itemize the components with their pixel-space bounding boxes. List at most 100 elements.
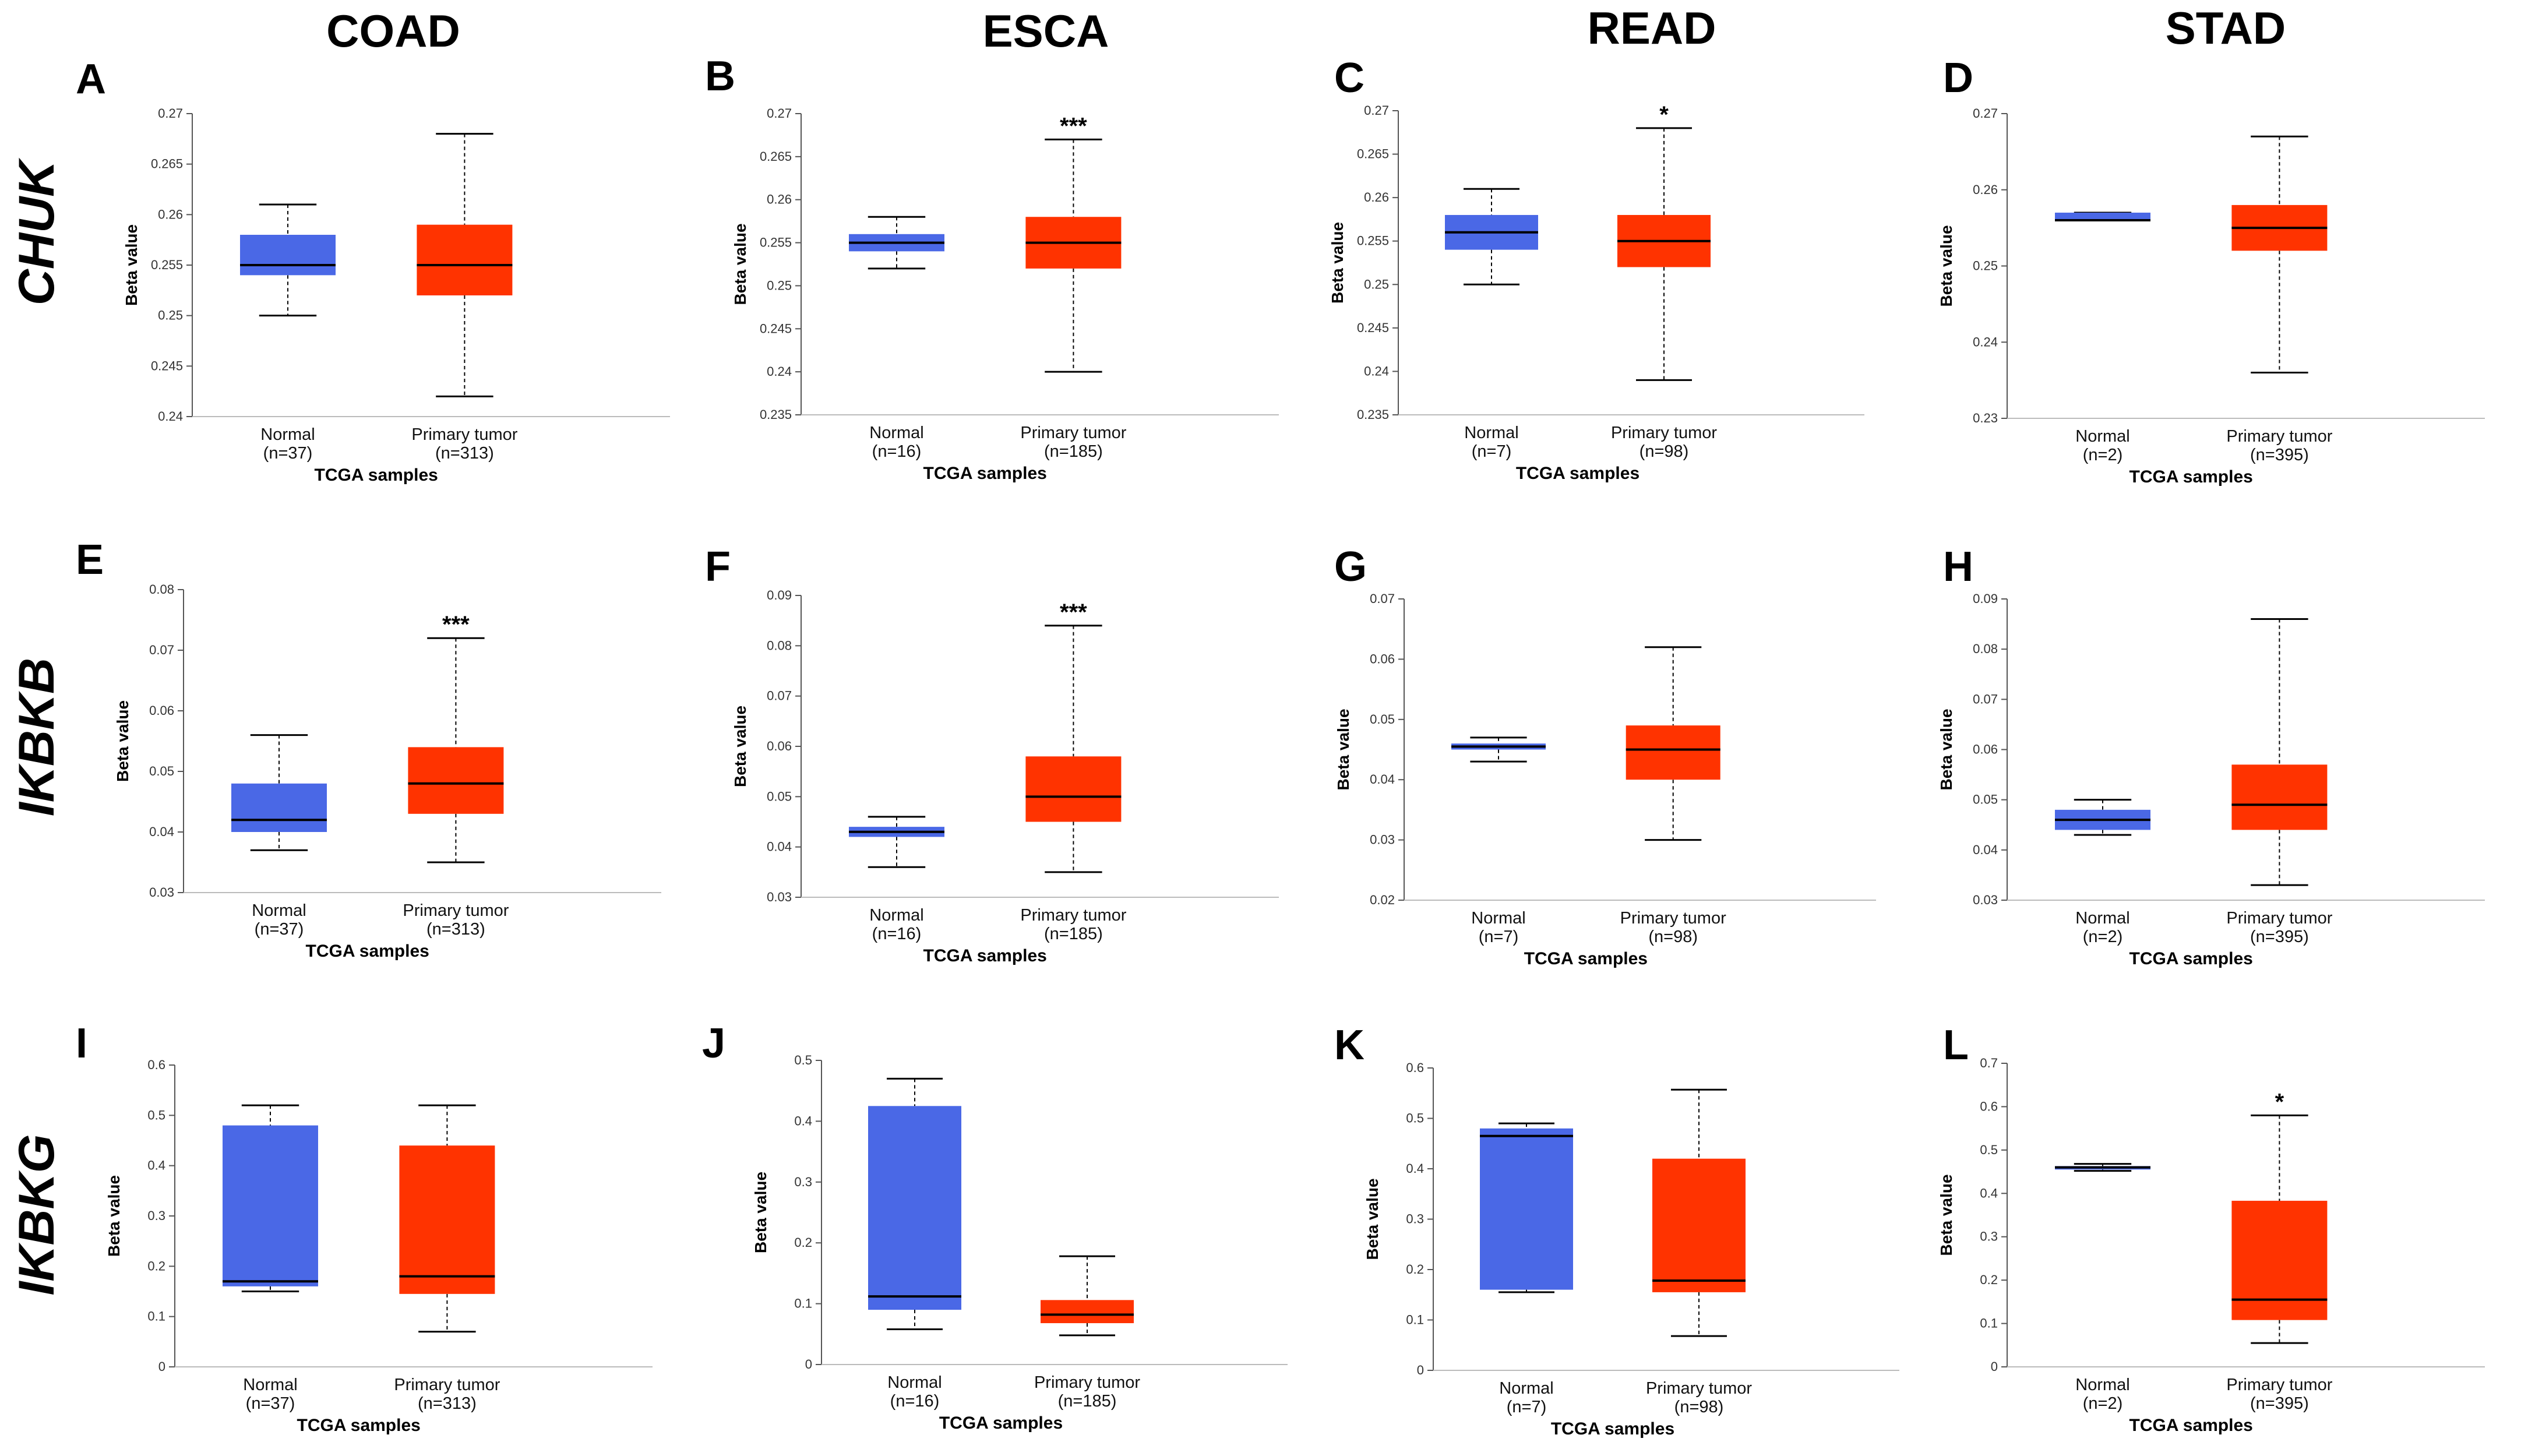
y-tick-label: 0.04 [1973,842,1998,857]
category-label: Primary tumor [1020,424,1126,442]
y-tick-label: 0.08 [767,638,792,653]
y-tick-label: 0.26 [1364,190,1389,205]
y-tick-label: 0.06 [767,739,792,753]
panel-letter: B [705,53,735,100]
category-label: Primary tumor [1646,1379,1752,1398]
panel-j: J 0 0.1 0.2 0.3 0.4 0.5 Beta value Normal(n=16) P… [702,1020,1288,1433]
y-tick-label: 0.06 [1973,742,1998,757]
y-tick-label: 0.09 [767,588,792,602]
box-primary-tumor [2231,618,2328,886]
sample-count-label: (n=185) [1058,1392,1117,1411]
y-tick-label: 0.6 [1406,1060,1424,1075]
y-tick-label: 0.04 [1370,772,1395,787]
sample-count-label: (n=98) [1674,1398,1724,1416]
y-tick-label: 0 [805,1357,812,1372]
box-normal [1480,1122,1573,1293]
category-label: Normal [252,901,306,920]
y-tick-label: 0.265 [151,157,183,171]
y-tick-label: 0.07 [1370,591,1395,606]
y-axis-label: Beta value [752,1172,770,1253]
iqr-box [223,1125,318,1286]
sample-count-label: (n=395) [2250,446,2309,464]
box-normal [1445,188,1538,285]
y-tick-label: 0.26 [767,192,792,207]
iqr-box [417,224,513,295]
y-tick-label: 0.4 [1980,1186,1998,1200]
y-tick-label: 0.24 [767,364,792,379]
box-normal [849,216,944,270]
y-tick-label: 0.4 [147,1158,165,1173]
box-primary-tumor [2231,1114,2328,1344]
panel-k: K 0 0.1 0.2 0.3 0.4 0.5 0.6 Beta value Normal(n=7… [1334,1022,1899,1439]
y-tick-label: 0.04 [767,840,792,854]
column-title-read: READ [1587,2,1716,54]
y-tick-label: 0.03 [1973,893,1998,907]
y-tick-label: 0.08 [149,582,174,597]
box-primary-tumor [1041,1255,1134,1337]
column-title-coad: COAD [326,5,460,57]
panel-g: G 0.02 0.03 0.04 0.05 0.06 0.07 Beta value Norma… [1334,544,1876,968]
y-tick-label: 0.1 [1406,1313,1424,1327]
y-tick-label: 0.255 [760,235,792,250]
x-axis-label: TCGA samples [923,464,1047,483]
y-axis-label: Beta value [122,224,140,306]
category-label: Primary tumor [1620,909,1726,928]
category-label: Normal [260,425,315,444]
category-label: Primary tumor [2226,1376,2332,1394]
panel-e: E 0.03 0.04 0.05 0.06 0.07 0.08 Beta value Norma… [76,537,661,961]
sample-count-label: (n=2) [2083,928,2123,946]
panels: A 0.24 0.245 0.25 0.255 0.26 0.265 0.27 Beta val… [76,53,2485,1439]
y-tick-label: 0.2 [794,1235,812,1250]
y-tick-label: 0.3 [1406,1212,1424,1226]
x-axis-label: TCGA samples [1551,1419,1674,1439]
iqr-box [2231,1200,2328,1320]
category-label: Normal [2075,427,2129,446]
sample-count-label: (n=37) [246,1394,295,1413]
iqr-box [1041,1300,1134,1324]
y-tick-label: 0.07 [1973,692,1998,706]
box-primary-tumor [1025,138,1122,373]
row-title-ikbkb: IKBKB [9,658,65,816]
y-tick-label: 0.02 [1370,893,1395,907]
y-tick-label: 0 [1991,1359,1998,1374]
figure-titles: COAD ESCA READ STAD CHUK IKBKB IKBKG [9,2,2286,1296]
panel-letter: F [705,544,731,590]
y-tick-label: 0.06 [1370,651,1395,666]
sample-count-label: (n=7) [1479,928,1519,946]
sample-count-label: (n=16) [872,925,922,943]
box-primary-tumor [399,1104,495,1333]
y-tick-label: 0.05 [149,764,174,778]
box-primary-tumor [2231,135,2328,374]
y-tick-label: 0.05 [1973,792,1998,807]
sample-count-label: (n=2) [2083,446,2123,464]
column-title-esca: ESCA [983,5,1109,57]
iqr-box [1025,756,1122,822]
y-axis-label: Beta value [1937,1174,1955,1256]
y-tick-label: 0.1 [147,1309,165,1324]
sample-count-label: (n=185) [1044,442,1103,461]
y-tick-label: 0.27 [767,106,792,121]
sample-count-label: (n=98) [1648,928,1698,946]
y-tick-label: 0.245 [151,358,183,373]
box-normal [1451,736,1546,763]
category-label: Primary tumor [1020,906,1126,925]
box-primary-tumor [417,133,513,397]
box-primary-tumor [1617,127,1711,381]
iqr-box [408,747,504,814]
y-axis-label: Beta value [731,223,749,305]
panel-letter: A [76,56,106,103]
x-axis-label: TCGA samples [1516,464,1640,483]
box-normal [223,1104,318,1292]
category-label: Primary tumor [1034,1373,1140,1392]
y-tick-label: 0.24 [158,409,183,424]
y-tick-label: 0.4 [1406,1161,1424,1176]
row-title-chuk: CHUK [9,157,65,305]
y-axis-label: Beta value [1363,1178,1381,1260]
y-axis-label: Beta value [1328,222,1346,304]
sample-count-label: (n=37) [263,444,313,463]
y-tick-label: 0.265 [1357,147,1389,161]
y-tick-label: 0.27 [158,106,183,121]
